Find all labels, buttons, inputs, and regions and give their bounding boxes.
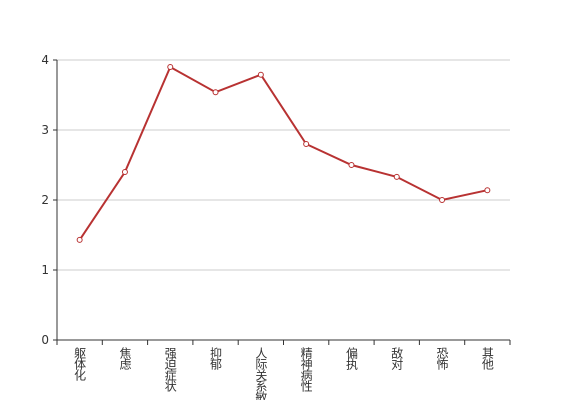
x-tick-label: 恐怖 (435, 347, 449, 370)
point (348, 162, 355, 168)
line (78, 65, 488, 241)
y-tick-label: 3 (41, 123, 49, 137)
point (484, 187, 491, 194)
point (303, 141, 310, 147)
point (393, 173, 400, 180)
x-tick-label: 精神病性 (299, 347, 313, 393)
point (257, 71, 264, 78)
point (167, 64, 174, 70)
y-tick-label: 2 (41, 193, 49, 207)
point (212, 89, 219, 96)
y-tick-label: 1 (41, 263, 49, 277)
x-tick-label: 抑郁 (209, 346, 223, 371)
point (439, 197, 446, 203)
point (121, 169, 128, 175)
x-tick-label: 强迫症状 (163, 347, 177, 392)
y-tick-label: 4 (41, 53, 49, 67)
y-tick-label: 0 (41, 333, 49, 347)
x-tick-label: 人际关系敏感 (254, 347, 268, 400)
x-tick-label: 焦虑 (118, 347, 132, 370)
x-tick-label: 偏执 (344, 346, 358, 371)
point (76, 236, 83, 243)
x-tick-label: 敌对 (390, 346, 404, 370)
x-tick-label: 躯体化 (73, 346, 87, 382)
x-tick-label: 其他 (480, 347, 494, 370)
